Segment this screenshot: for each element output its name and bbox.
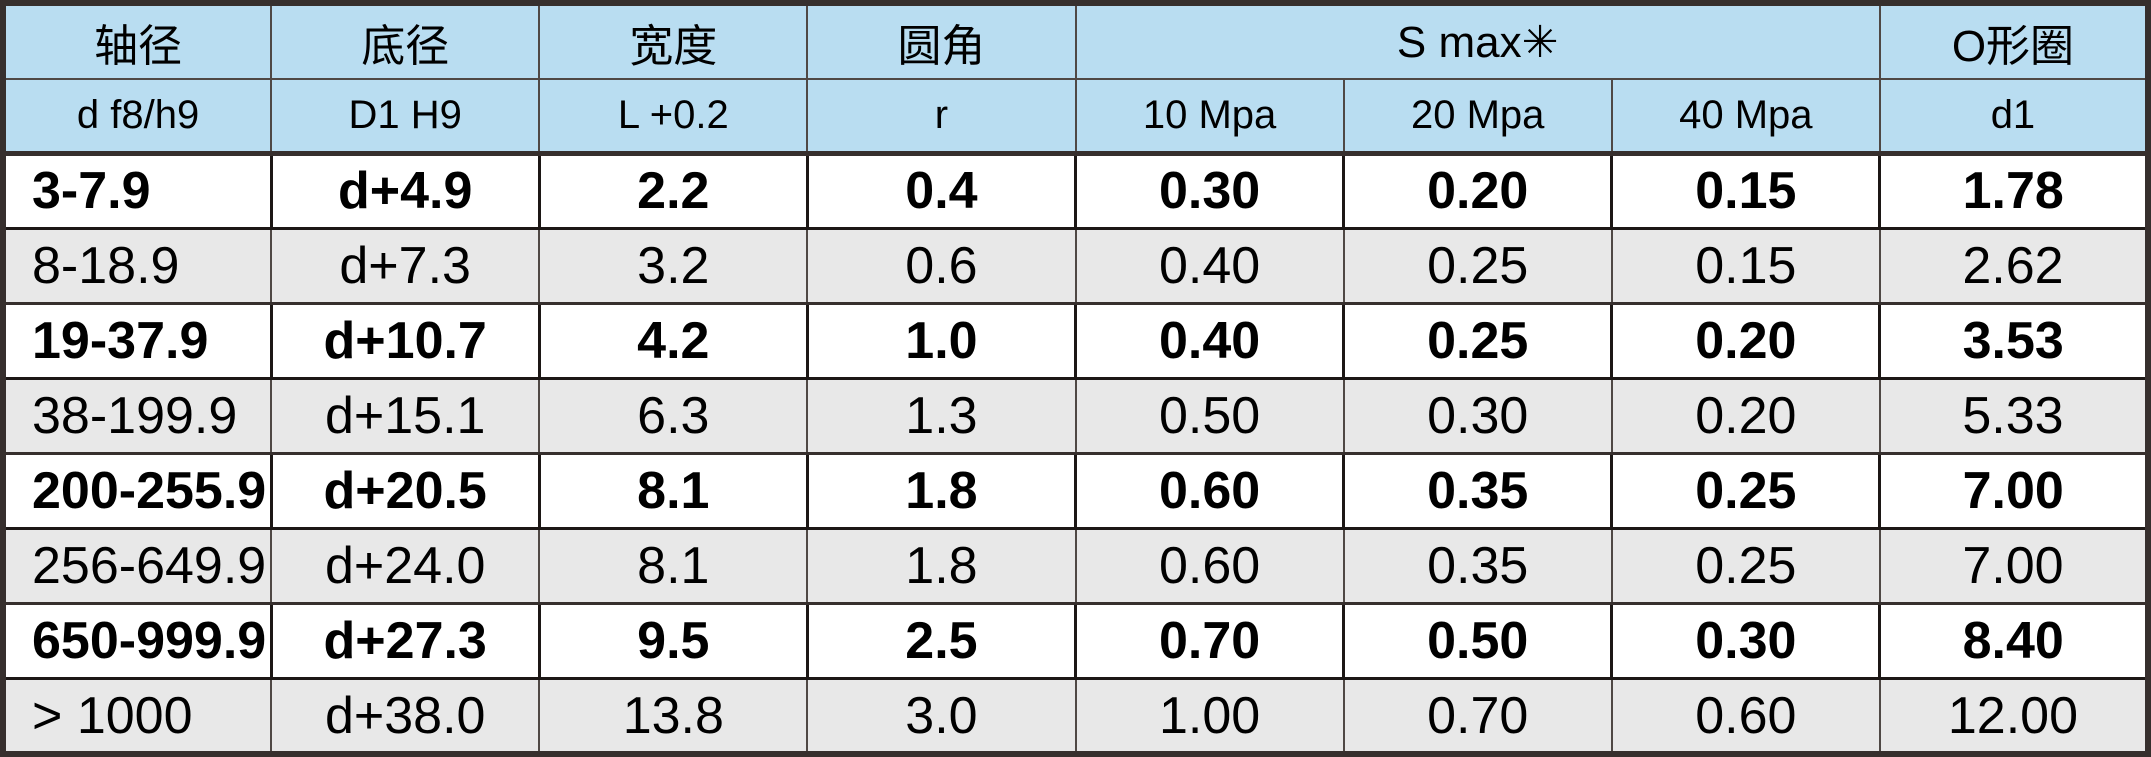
subheader-20-mpa: 20 Mpa xyxy=(1342,78,1613,156)
table-cell: 1.8 xyxy=(806,527,1077,606)
table-cell: d+38.0 xyxy=(270,677,541,756)
subheader-10-mpa: 10 Mpa xyxy=(1074,78,1345,156)
table-cell: d+10.7 xyxy=(269,301,541,380)
table-cell: 3.2 xyxy=(538,226,809,305)
subheader-d-f8-h9: d f8/h9 xyxy=(1,78,273,156)
table-cell: 0.4 xyxy=(805,151,1078,230)
table-cell: 7.00 xyxy=(1878,527,2150,606)
table-cell: 1.78 xyxy=(1878,151,2150,230)
table-cell: 38-199.9 xyxy=(1,376,273,456)
table-cell: 1.3 xyxy=(806,376,1077,456)
table-cell: 7.00 xyxy=(1878,451,2150,531)
table-row: > 1000 d+38.0 13.8 3.0 1.00 0.70 0.60 12… xyxy=(1,677,2150,756)
table-row: 256-649.9 d+24.0 8.1 1.8 0.60 0.35 0.25 … xyxy=(1,527,2150,606)
table-row: 19-37.9 d+10.7 4.2 1.0 0.40 0.25 0.20 3.… xyxy=(1,301,2150,380)
table-cell: 12.00 xyxy=(1878,677,2150,756)
table-cell: 2.2 xyxy=(537,151,809,230)
table-cell: d+15.1 xyxy=(270,376,541,456)
table-cell: 200-255.9 xyxy=(1,451,273,531)
subheader-r: r xyxy=(806,78,1077,156)
table-cell: 0.30 xyxy=(1342,376,1613,456)
table-cell: 0.40 xyxy=(1074,226,1345,305)
table-cell: 0.15 xyxy=(1610,151,1882,230)
table-cell: 650-999.9 xyxy=(1,602,273,681)
table-cell: 0.50 xyxy=(1074,376,1345,456)
header-shaft-diameter: 轴径 xyxy=(1,2,273,80)
header-corner-radius: 圆角 xyxy=(806,2,1077,80)
table-cell: 0.25 xyxy=(1610,451,1882,531)
table-row: 38-199.9 d+15.1 6.3 1.3 0.50 0.30 0.20 5… xyxy=(1,376,2150,456)
table-cell: 256-649.9 xyxy=(1,527,273,606)
table-cell: > 1000 xyxy=(1,677,273,756)
table-cell: 5.33 xyxy=(1878,376,2150,456)
table-cell: 0.70 xyxy=(1342,677,1613,756)
table-header: 轴径 底径 宽度 圆角 S max✳ O形圈 d f8/h9 D1 H9 L +… xyxy=(1,2,2150,156)
table-cell: 0.40 xyxy=(1073,301,1346,380)
table-cell: 3.0 xyxy=(806,677,1077,756)
table-cell: 8-18.9 xyxy=(1,226,273,305)
table-cell: 0.25 xyxy=(1610,527,1881,606)
subheader-40-mpa: 40 Mpa xyxy=(1610,78,1881,156)
table-row: 200-255.9 d+20.5 8.1 1.8 0.60 0.35 0.25 … xyxy=(1,451,2150,531)
table-cell: 8.40 xyxy=(1878,602,2150,681)
header-base-diameter: 底径 xyxy=(270,2,541,80)
table-body: 3-7.9 d+4.9 2.2 0.4 0.30 0.20 0.15 1.78 … xyxy=(1,151,2150,756)
table-row: 3-7.9 d+4.9 2.2 0.4 0.30 0.20 0.15 1.78 xyxy=(1,151,2150,230)
table-cell: 9.5 xyxy=(537,602,809,681)
table-cell: d+20.5 xyxy=(269,451,541,531)
table-cell: 0.60 xyxy=(1074,527,1345,606)
table-cell: 3.53 xyxy=(1878,301,2150,380)
table-cell: 1.8 xyxy=(805,451,1078,531)
table-cell: 4.2 xyxy=(537,301,809,380)
table-cell: 0.70 xyxy=(1073,602,1346,681)
table-cell: 0.20 xyxy=(1610,301,1882,380)
table-cell: 0.20 xyxy=(1610,376,1881,456)
table-cell: 2.62 xyxy=(1878,226,2150,305)
table-row: 650-999.9 d+27.3 9.5 2.5 0.70 0.50 0.30 … xyxy=(1,602,2150,681)
table-cell: 8.1 xyxy=(538,527,809,606)
table-cell: d+4.9 xyxy=(269,151,541,230)
table-cell: 0.30 xyxy=(1610,602,1882,681)
table-cell: 0.50 xyxy=(1342,602,1614,681)
table-cell: 8.1 xyxy=(537,451,809,531)
table-cell: 3-7.9 xyxy=(1,151,273,230)
table-cell: 0.20 xyxy=(1342,151,1614,230)
table-cell: 1.0 xyxy=(805,301,1078,380)
table-cell: 0.6 xyxy=(806,226,1077,305)
table-cell: 0.60 xyxy=(1610,677,1881,756)
table-row: 8-18.9 d+7.3 3.2 0.6 0.40 0.25 0.15 2.62 xyxy=(1,226,2150,305)
group-header-row: 轴径 底径 宽度 圆角 S max✳ O形圈 xyxy=(1,2,2150,80)
table-cell: 13.8 xyxy=(538,677,809,756)
subheader-d1: d1 xyxy=(1878,78,2150,156)
table-cell: 19-37.9 xyxy=(1,301,273,380)
subheader-l-tolerance: L +0.2 xyxy=(538,78,809,156)
table-cell: 6.3 xyxy=(538,376,809,456)
header-o-ring: O形圈 xyxy=(1878,2,2150,80)
sub-header-row: d f8/h9 D1 H9 L +0.2 r 10 Mpa 20 Mpa 40 … xyxy=(1,78,2150,156)
table-cell: 0.30 xyxy=(1073,151,1346,230)
table-cell: 0.25 xyxy=(1342,301,1614,380)
table-cell: 0.25 xyxy=(1342,226,1613,305)
table-cell: 2.5 xyxy=(805,602,1078,681)
table-cell: 0.35 xyxy=(1342,527,1613,606)
table-cell: d+27.3 xyxy=(269,602,541,681)
table-cell: 1.00 xyxy=(1074,677,1345,756)
table-cell: 0.15 xyxy=(1610,226,1881,305)
subheader-d1-h9: D1 H9 xyxy=(270,78,541,156)
header-s-max: S max✳ xyxy=(1074,2,1881,80)
table-cell: d+24.0 xyxy=(270,527,541,606)
table-cell: 0.35 xyxy=(1342,451,1614,531)
header-width: 宽度 xyxy=(538,2,809,80)
table-cell: d+7.3 xyxy=(270,226,541,305)
table-cell: 0.60 xyxy=(1073,451,1346,531)
